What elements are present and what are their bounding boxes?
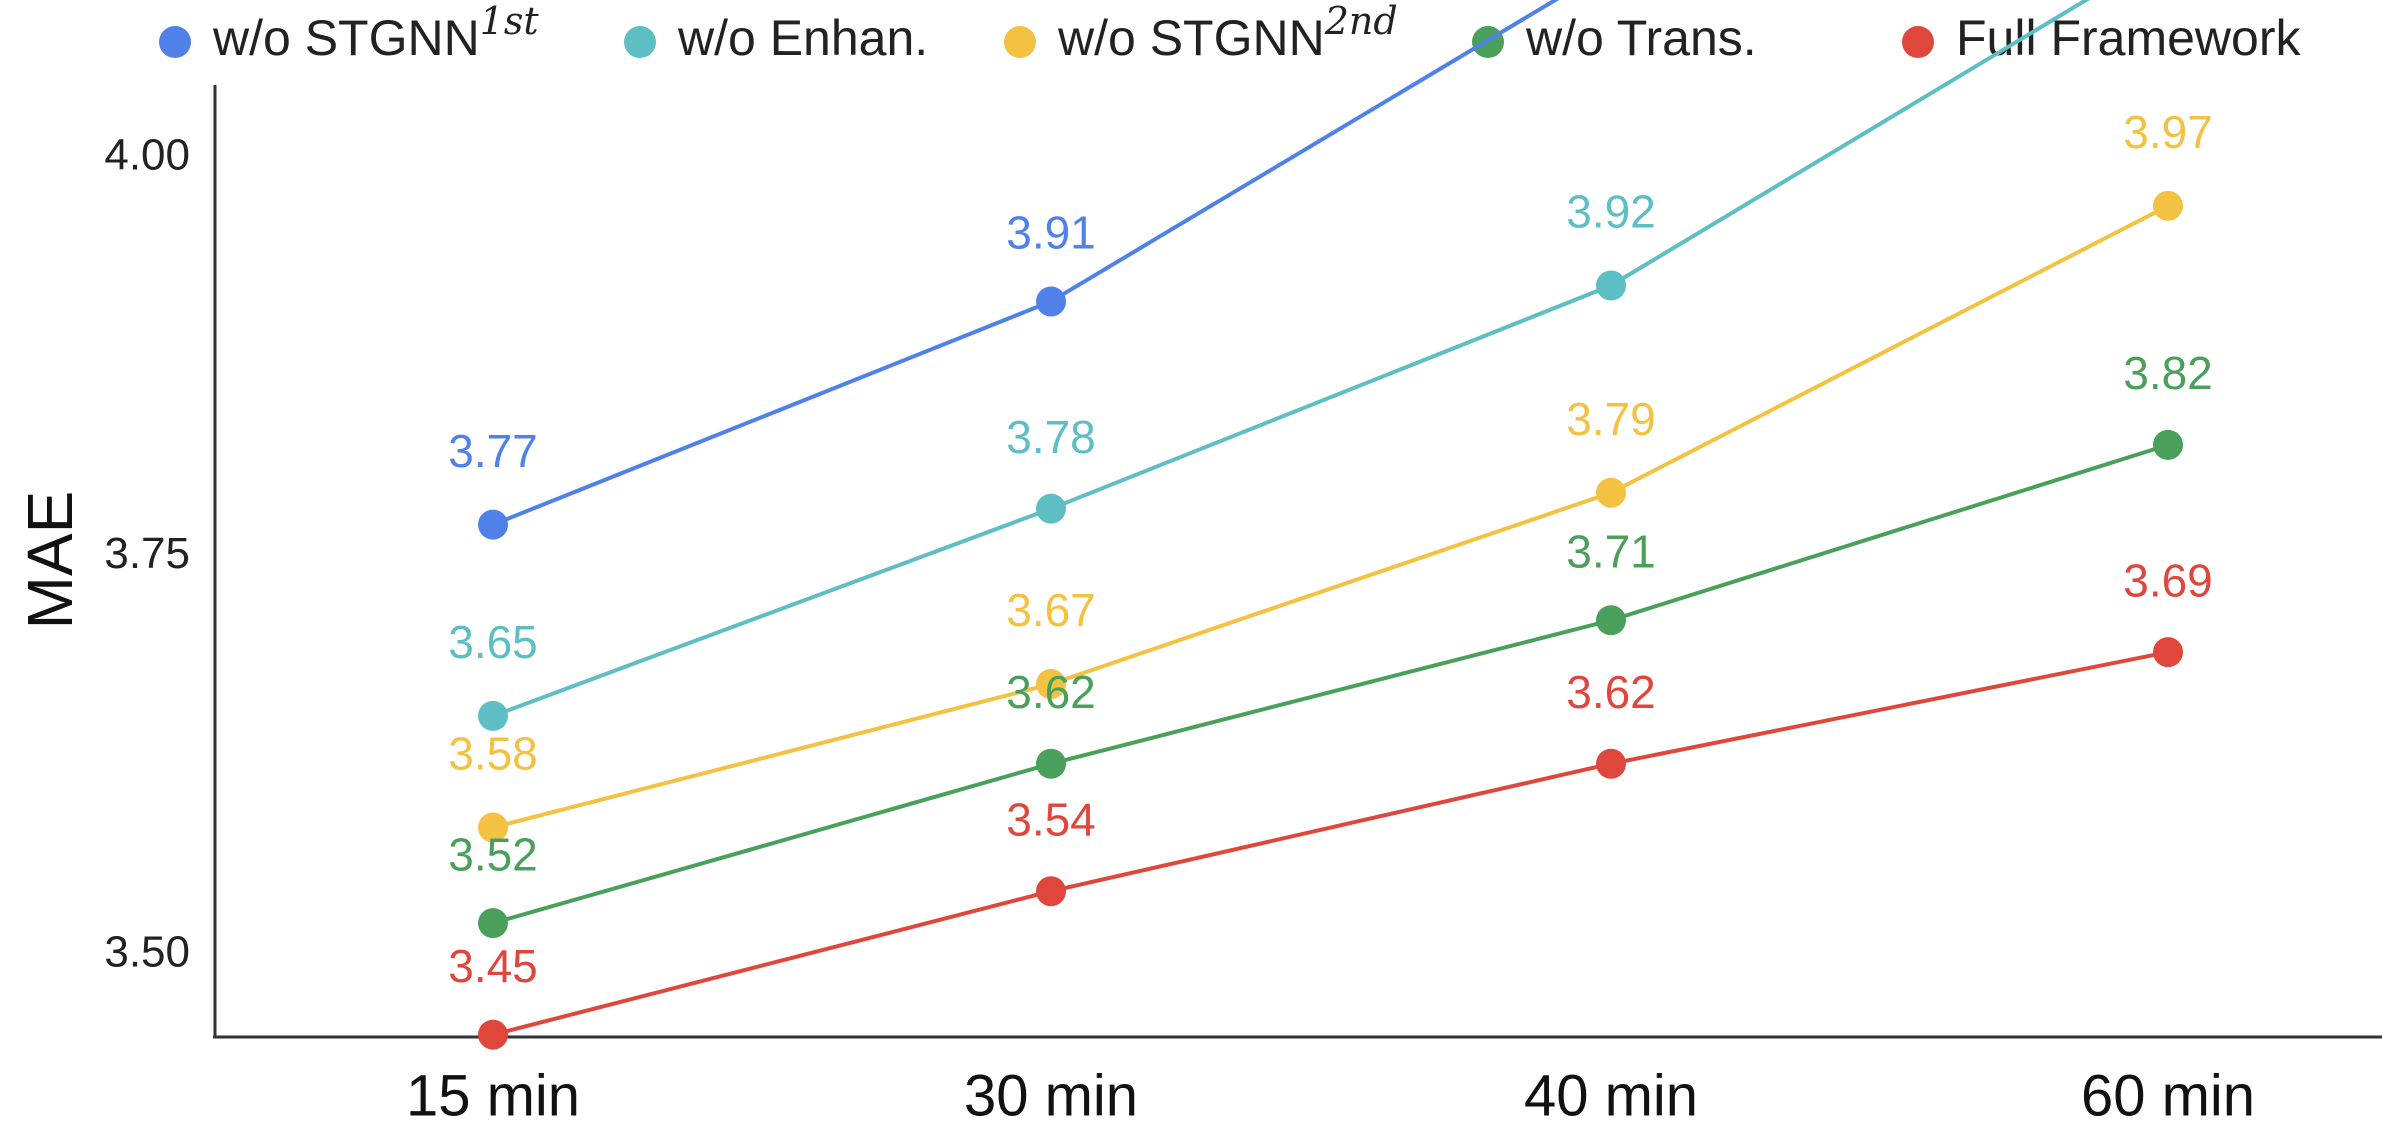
data-label: 3.97 — [2123, 106, 2213, 158]
legend-name: Full Framework — [1956, 10, 2301, 66]
series-lines — [492, 0, 2169, 1037]
legend-marker — [1902, 26, 1934, 58]
data-point — [1596, 477, 1626, 508]
series-line — [492, 443, 2169, 926]
legend-superscript: 1st — [480, 0, 540, 43]
data-point — [1036, 669, 1066, 700]
legend-label: w/o STGNN1st — [212, 0, 539, 66]
legend-marker — [1004, 26, 1036, 58]
x-tick-label: 40 min — [1524, 1063, 1698, 1128]
data-label: 3.71 — [1566, 525, 1656, 577]
x-tick-label: 15 min — [406, 1063, 580, 1128]
data-label: 3.65 — [448, 616, 538, 668]
data-label: 3.69 — [2123, 554, 2213, 606]
legend-name: w/o Enhan. — [677, 10, 928, 66]
data-label: 3.45 — [448, 940, 538, 992]
data-label: 3.54 — [1006, 793, 1096, 845]
data-point — [478, 700, 508, 731]
data-label: 3.82 — [2123, 347, 2213, 399]
data-point — [478, 812, 508, 843]
data-point — [1036, 493, 1066, 524]
data-point — [2153, 637, 2183, 668]
data-point — [1596, 605, 1626, 636]
legend-label: w/o STGNN2nd — [1057, 0, 1398, 66]
data-label: 3.79 — [1566, 393, 1656, 445]
y-tick-label: 3.50 — [104, 928, 190, 977]
data-label: 3.62 — [1566, 666, 1656, 718]
series-line — [492, 204, 2169, 830]
data-point — [1036, 876, 1066, 907]
data-label: 3.52 — [448, 828, 538, 880]
series-data-labels: 3.773.914.124.423.653.783.924.133.583.67… — [448, 106, 2213, 992]
data-point — [478, 509, 508, 540]
legend-name: w/o Trans. — [1525, 10, 1757, 66]
legend-name: w/o STGNN — [1057, 10, 1325, 66]
data-label: 3.78 — [1006, 411, 1096, 463]
x-tick-label: 60 min — [2081, 1063, 2255, 1128]
legend: w/o STGNN1st w/o Enhan. w/o STGNN2nd w/o Tr… — [159, 0, 2301, 66]
data-point — [478, 1019, 508, 1050]
y-axis-label: MAE — [14, 491, 86, 630]
legend-label: w/o Enhan. — [677, 10, 928, 66]
data-label: 3.91 — [1006, 207, 1096, 259]
legend-label: w/o Trans. — [1525, 10, 1757, 66]
data-label: 3.67 — [1006, 584, 1096, 636]
series-line — [492, 0, 2090, 718]
series-line — [492, 650, 2169, 1037]
data-point — [2153, 429, 2183, 460]
data-label: 3.62 — [1006, 666, 1096, 718]
data-label: 3.92 — [1566, 186, 1656, 238]
legend-marker — [624, 26, 656, 58]
legend-name: w/o STGNN — [212, 10, 480, 66]
data-point — [1036, 286, 1066, 317]
legend-label: Full Framework — [1956, 10, 2301, 66]
x-tick-labels: 15 min 30 min 40 min 60 min — [406, 1063, 2255, 1128]
y-tick-label: 4.00 — [104, 131, 190, 180]
data-point — [2153, 190, 2183, 221]
data-label: 3.77 — [448, 425, 538, 477]
series-line — [492, 0, 1560, 527]
legend-superscript: 2nd — [1324, 0, 1398, 43]
data-point — [1596, 748, 1626, 779]
x-tick-label: 30 min — [964, 1063, 1138, 1128]
data-point — [1596, 270, 1626, 301]
data-label: 3.58 — [448, 728, 538, 780]
legend-marker — [159, 26, 191, 58]
data-point — [478, 908, 508, 939]
y-tick-label: 3.75 — [104, 529, 190, 578]
axes — [213, 85, 2382, 1039]
data-point — [1036, 748, 1066, 779]
series-points — [478, 190, 2183, 1050]
y-tick-labels: 3.503.754.004.254.50 — [104, 131, 190, 977]
